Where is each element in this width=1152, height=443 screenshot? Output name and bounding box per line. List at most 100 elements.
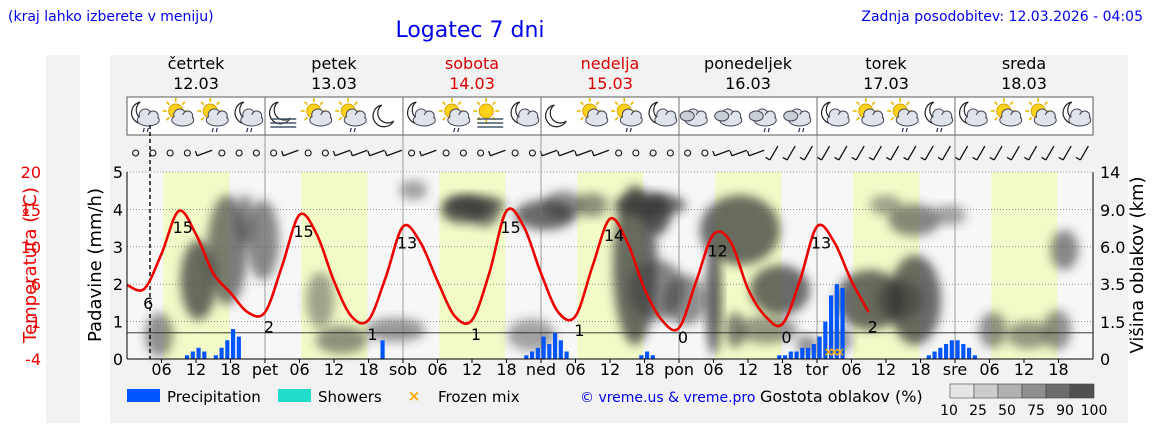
wind-calm-icon [166,149,174,157]
wind-shaft [907,145,917,161]
sun-ray [614,101,619,106]
temperature-tick-label: 10 [21,238,41,257]
day-name: nedelja [581,54,640,73]
wind-feather [851,156,857,161]
wind-shaft [976,145,986,161]
wind-shaft [748,149,765,157]
cloud-height-tick-label: 3.5 [1100,275,1125,294]
sun-ray [1028,101,1033,106]
moon-cloud-rain-icon [131,101,160,133]
wind-calm-icon [684,149,692,157]
cloud-rain-icon [783,108,812,133]
cloud-density-patch [933,205,966,225]
wind-shaft [369,149,385,157]
legend-showers-label: Showers [318,388,382,406]
cloud-fill [586,115,607,125]
cloud-density-patch [888,204,941,236]
sun-ray [579,101,584,106]
wind-barb-icon [332,149,351,157]
wind-calm-icon [321,149,329,157]
cloud-height-tick-label: 9.0 [1100,201,1125,220]
wind-barb-icon [384,149,403,157]
wind-shaft [334,149,351,157]
wind-feather [419,150,422,156]
rain-drop [936,127,939,133]
cloud-height-axis-title: Višina oblakov (km) [1127,176,1148,353]
x-tick-label: pet [252,360,278,379]
legend: Precipitation Showers × Frozen mix © vre… [127,383,1108,419]
sun-ray [303,101,308,106]
x-tick-label: 12 [876,360,896,379]
precip-tick-label: 4 [113,200,123,219]
precipitation-bars [185,284,977,359]
precipitation-bar [524,355,529,359]
precipitation-bar [777,355,782,359]
rain-drop [798,127,801,133]
wind-shaft [714,149,730,157]
wind-feather [746,150,750,156]
wind-feather [954,156,960,161]
cloud-back [714,110,730,122]
moon-cloud-icon [959,101,988,127]
wind-shaft [196,149,213,157]
sun-ray [165,116,170,121]
wind-barb-icon [194,149,213,157]
x-tick-label: 18 [358,360,378,379]
wind-barb-icon [1058,145,1072,161]
wind-feather [350,150,353,156]
x-tick-label: 12 [324,360,344,379]
precipitation-bar [955,340,960,359]
precip-tick-label: 3 [113,238,123,257]
wind-shaft [924,145,934,161]
day-name: petek [311,54,357,73]
temperature-tick-label: 1 [31,313,41,332]
sun-ray [1044,101,1049,106]
wind-feather [332,150,336,156]
wind-barb-icon [557,149,575,157]
cloud-height-tick-label: 14 [1100,163,1120,182]
copyright-link[interactable]: © vreme.us & vreme.pro [580,390,755,406]
cloud-back [679,110,695,122]
x-tick-label: 18 [772,360,792,379]
precipitation-bar [817,336,822,359]
cloud-fill [1069,115,1090,125]
wind-feather [1075,156,1081,161]
x-tick-label: 18 [910,360,930,379]
wind-barb-icon [574,149,592,157]
temperature-tick-label: 20 [21,163,41,182]
cloud-fill [931,115,952,125]
x-tick-label: 06 [427,360,447,379]
frozen-mix-marker: × [829,345,839,359]
sun-ray [165,101,170,106]
temperature-label: 15 [500,218,520,237]
rain-drop [250,127,253,133]
wind-feather [782,156,788,161]
wind-calm-icon [615,149,623,157]
cloud-scale-label: 100 [1081,403,1108,419]
wind-barb-icon [1006,145,1020,161]
rain-drop [142,127,145,133]
wind-shaft [386,149,403,157]
rain-drop [625,127,628,133]
sun-ray [1028,116,1033,121]
wind-barb-icon [1041,145,1055,161]
location-hint[interactable]: (kraj lahko izberete v meniju) [8,9,214,25]
frozen-mix-markers: ××× [823,345,845,359]
cloud-fill [1000,115,1021,125]
wind-shaft [576,149,592,157]
x-tick-label: 06 [151,360,171,379]
cloud-density-patch [663,275,708,325]
wind-barb-icon [419,149,437,157]
precipitation-bar [944,344,949,359]
precipitation-bar [834,284,839,359]
wind-barb-icon [885,145,900,161]
sun-ray [441,116,446,121]
cloud-scale-label: 50 [998,403,1016,419]
x-tick-label: 18 [634,360,654,379]
rain-drop [211,127,214,133]
wind-feather [989,156,995,161]
cloud-density-patch [705,245,722,355]
moon-cloud-icon [510,101,540,127]
wind-shaft [872,145,882,161]
precip-tick-label: 2 [113,275,123,294]
